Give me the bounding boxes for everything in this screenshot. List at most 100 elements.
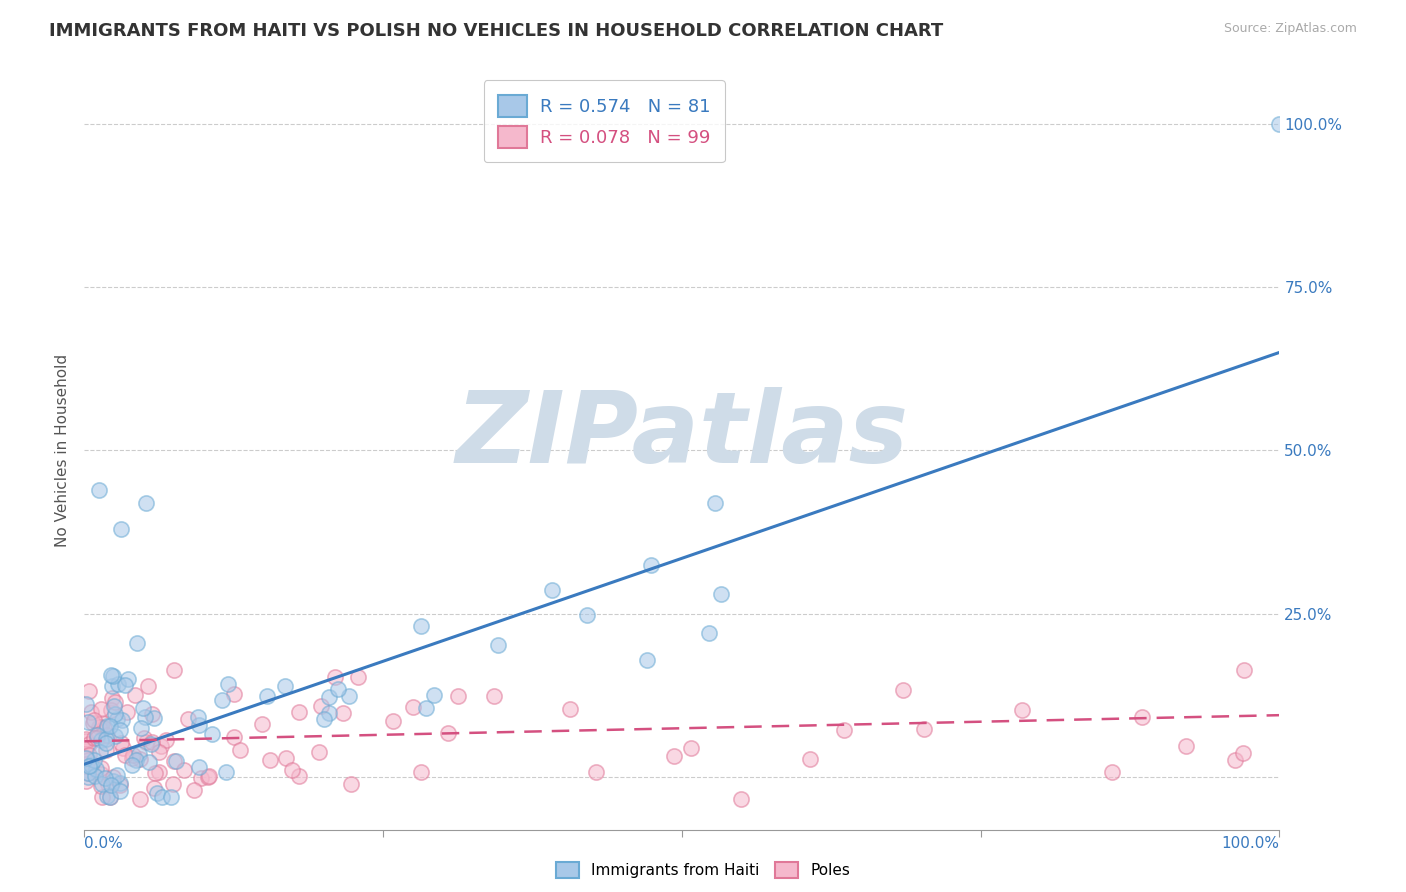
Point	[145, 786, 167, 800]
Point	[1175, 739, 1198, 753]
Point	[110, 778, 132, 792]
Point	[308, 745, 330, 759]
Point	[217, 677, 239, 691]
Point	[93, 721, 115, 735]
Point	[76, 744, 98, 758]
Text: 100.0%: 100.0%	[1222, 836, 1279, 851]
Point	[141, 735, 163, 749]
Point	[585, 765, 607, 780]
Point	[274, 751, 297, 765]
Point	[100, 778, 122, 792]
Point	[1233, 663, 1256, 677]
Point	[75, 774, 97, 789]
Point	[183, 783, 205, 797]
Point	[101, 770, 124, 784]
Point	[103, 668, 125, 682]
Point	[339, 690, 361, 704]
Point	[108, 783, 131, 797]
Point	[288, 705, 311, 719]
Point	[447, 689, 470, 703]
Point	[83, 753, 105, 767]
Point	[103, 698, 125, 713]
Point	[75, 698, 97, 712]
Point	[163, 663, 186, 677]
Text: 0.0%: 0.0%	[84, 836, 124, 851]
Point	[121, 758, 143, 772]
Point	[1268, 117, 1291, 131]
Point	[326, 682, 349, 697]
Point	[636, 653, 658, 667]
Point	[138, 755, 160, 769]
Point	[110, 736, 132, 750]
Legend: Immigrants from Haiti, Poles: Immigrants from Haiti, Poles	[550, 856, 856, 884]
Point	[114, 748, 136, 763]
Point	[273, 679, 295, 693]
Point	[165, 754, 187, 768]
Point	[149, 739, 172, 753]
Point	[124, 753, 146, 767]
Point	[259, 752, 281, 766]
Point	[1101, 764, 1123, 779]
Point	[115, 706, 138, 720]
Point	[84, 769, 107, 783]
Point	[145, 766, 167, 780]
Point	[141, 706, 163, 721]
Point	[90, 780, 112, 794]
Point	[80, 758, 103, 772]
Point	[77, 684, 100, 698]
Point	[281, 764, 304, 778]
Point	[162, 777, 184, 791]
Point	[108, 723, 131, 737]
Point	[86, 728, 108, 742]
Point	[912, 722, 935, 736]
Legend: R = 0.574   N = 81, R = 0.078   N = 99: R = 0.574 N = 81, R = 0.078 N = 99	[484, 80, 724, 162]
Point	[134, 710, 156, 724]
Point	[704, 496, 727, 510]
Point	[730, 792, 752, 806]
Point	[142, 780, 165, 795]
Point	[100, 668, 122, 682]
Point	[155, 733, 177, 747]
Point	[77, 747, 100, 762]
Point	[98, 719, 121, 733]
Point	[104, 730, 127, 744]
Point	[132, 701, 155, 715]
Point	[89, 745, 111, 759]
Point	[229, 742, 252, 756]
Point	[332, 706, 354, 721]
Point	[110, 522, 132, 536]
Point	[96, 728, 118, 742]
Point	[482, 689, 505, 703]
Point	[1232, 746, 1254, 760]
Point	[256, 690, 278, 704]
Point	[710, 587, 733, 601]
Point	[128, 747, 150, 762]
Point	[197, 770, 219, 784]
Point	[124, 688, 146, 702]
Point	[86, 731, 108, 745]
Point	[143, 711, 166, 725]
Point	[77, 753, 100, 767]
Point	[222, 687, 245, 701]
Point	[114, 678, 136, 692]
Point	[160, 789, 183, 804]
Point	[77, 759, 100, 773]
Point	[128, 792, 150, 806]
Point	[148, 764, 170, 779]
Point	[190, 771, 212, 785]
Point	[311, 699, 333, 714]
Point	[173, 763, 195, 777]
Point	[197, 769, 219, 783]
Point	[339, 777, 361, 791]
Point	[91, 777, 114, 791]
Point	[121, 751, 143, 765]
Point	[224, 730, 246, 744]
Point	[101, 691, 124, 706]
Point	[90, 702, 112, 716]
Point	[83, 713, 105, 727]
Point	[101, 774, 124, 789]
Point	[90, 761, 112, 775]
Point	[136, 679, 159, 693]
Point	[148, 745, 170, 759]
Point	[662, 749, 685, 764]
